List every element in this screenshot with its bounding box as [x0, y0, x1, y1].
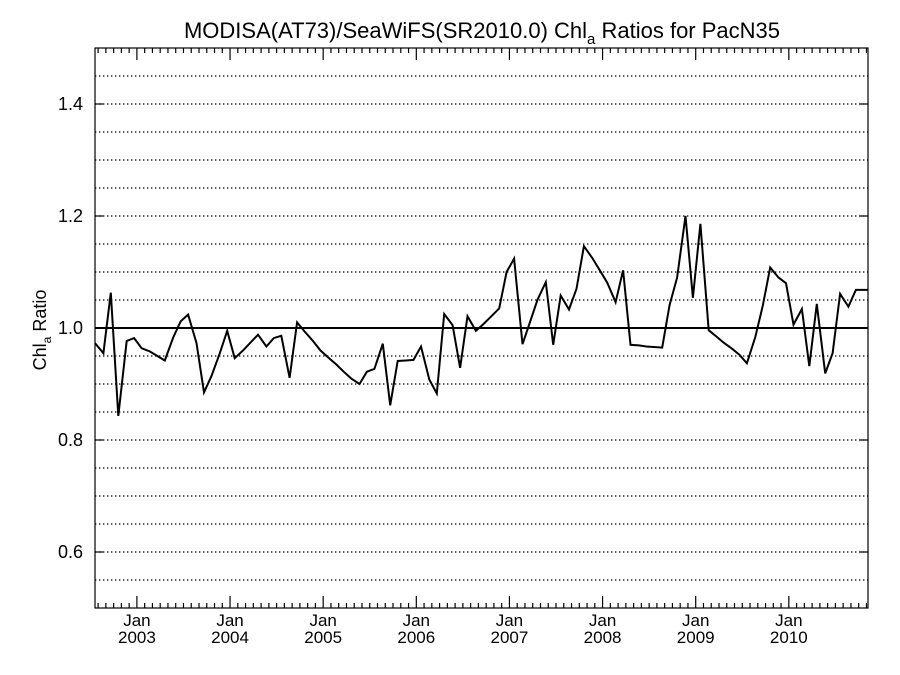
y-tick-label: 0.8 [58, 430, 83, 450]
grid-lines [95, 75, 868, 581]
x-tick-label-month: Jan [682, 611, 709, 630]
y-tick-label: 1.0 [58, 318, 83, 338]
x-tick-label-year: 2008 [584, 628, 622, 647]
x-tick-label-year: 2003 [118, 628, 156, 647]
x-axis: Jan2003Jan2004Jan2005Jan2006Jan2007Jan20… [97, 48, 868, 647]
x-tick-label-month: Jan [309, 611, 336, 630]
y-tick-label: 1.2 [58, 206, 83, 226]
y-axis-label-suffix: Ratio [30, 290, 50, 337]
series-line [94, 215, 868, 417]
chart-title-main: MODISA(AT73)/SeaWiFS(SR2010.0) Chl [184, 18, 587, 43]
x-tick-label-month: Jan [216, 611, 243, 630]
x-tick-label-month: Jan [123, 611, 150, 630]
x-tick-label-month: Jan [775, 611, 802, 630]
x-tick-label-year: 2005 [304, 628, 342, 647]
x-tick-label-year: 2006 [397, 628, 435, 647]
y-axis-label-subscript: a [40, 336, 54, 343]
x-tick-label-month: Jan [589, 611, 616, 630]
x-tick-label-month: Jan [496, 611, 523, 630]
x-tick-label-year: 2004 [211, 628, 249, 647]
chart-title: MODISA(AT73)/SeaWiFS(SR2010.0) Chla Rati… [184, 18, 780, 48]
x-tick-label-year: 2007 [491, 628, 529, 647]
chart-title-suffix: Ratios for PacN35 [595, 18, 780, 43]
y-axis-label: Chla Ratio [30, 290, 54, 371]
x-tick-label-year: 2009 [677, 628, 715, 647]
x-tick-label-month: Jan [403, 611, 430, 630]
chart-title-subscript: a [587, 31, 596, 48]
x-tick-label-year: 2010 [770, 628, 808, 647]
y-tick-label: 0.6 [58, 542, 83, 562]
y-tick-label: 1.4 [58, 94, 83, 114]
y-axis: 0.6 0.8 1.0 1.2 1.4 [58, 94, 868, 562]
y-axis-label-main: Chl [30, 343, 50, 370]
